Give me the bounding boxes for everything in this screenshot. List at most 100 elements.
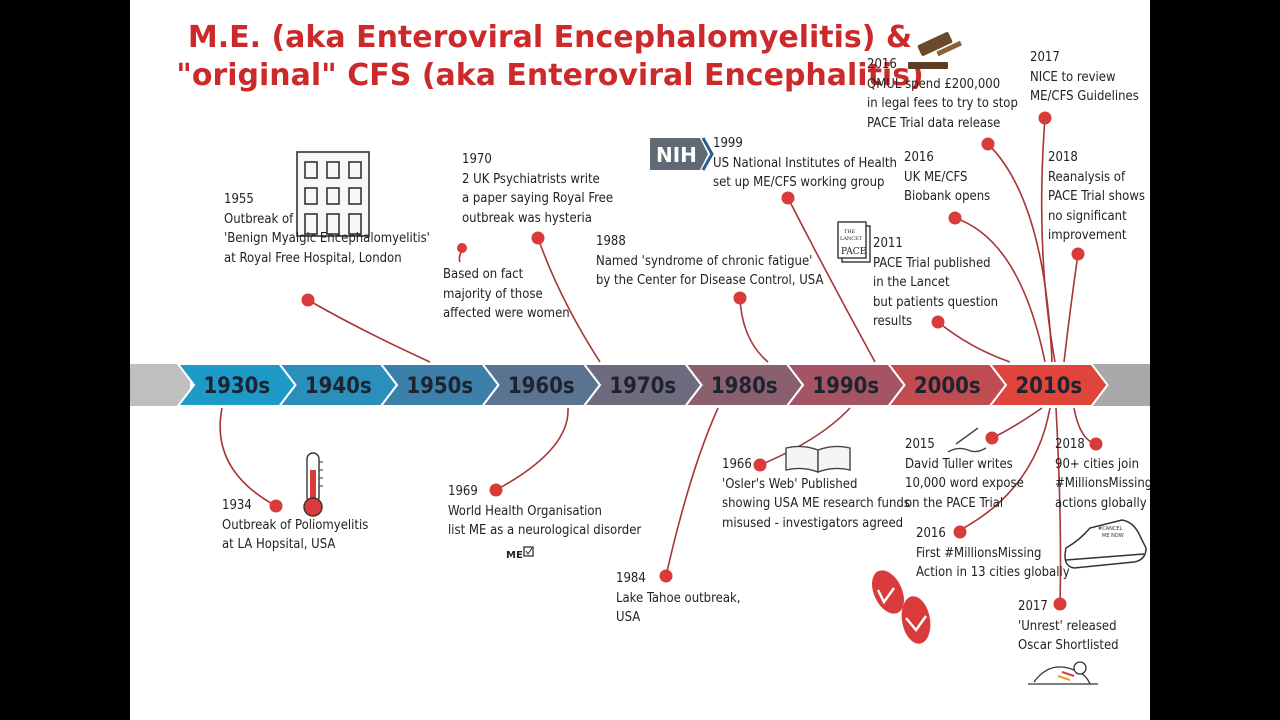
svg-text:ME: ME [506, 550, 523, 561]
event-year: 2016 [916, 526, 946, 541]
connector-2017-nice [1040, 117, 1056, 363]
event-2018-reanalysis: 2018 Reanalysis of PACE Trial shows no sign… [1048, 148, 1145, 246]
event-text-line: David Tuller writes [905, 456, 1013, 472]
event-text-line: 2 UK Psychiatrists write [462, 171, 600, 187]
event-1999: 1999 US National Institutes of Health set … [713, 134, 897, 193]
title-line-1: M.E. (aka Enteroviral Encephalomyelitis)… [187, 20, 913, 55]
svg-text:PACE: PACE [841, 247, 866, 257]
dot-2018-reanalysis [1071, 247, 1085, 261]
event-text-line: by the Center for Disease Control, USA [596, 273, 824, 288]
event-year: 2018 [1048, 150, 1078, 165]
event-text-line: a paper saying Royal Free [462, 191, 614, 206]
decade-label-1980s: 1980s [711, 374, 778, 399]
event-2015: 2015 David Tuller writes 10,000 word expos… [905, 435, 1024, 513]
event-text-line: ME/CFS Guidelines [1030, 89, 1139, 104]
dot-2016-qmul [981, 137, 995, 151]
event-year: 2017 [1030, 50, 1060, 65]
svg-text:THE: THE [844, 229, 856, 235]
event-text-line: Lake Tahoe outbreak, [616, 590, 741, 606]
connector-1969 [495, 407, 569, 491]
connector-2017-unrest [1055, 407, 1062, 605]
title-line-2: "original" CFS (aka Enteroviral Encephal… [176, 58, 924, 93]
event-text-line: affected were women [443, 306, 570, 321]
event-text-line: 'Osler's Web' Published [722, 476, 858, 492]
event-text-line: 'Unrest' released [1018, 618, 1117, 634]
event-1970-note: Based on fact majority of those affected w… [443, 265, 570, 324]
event-text-line: misused - investigators agreed [722, 515, 904, 531]
event-year: 1970 [462, 152, 492, 167]
connector-1970 [537, 237, 601, 363]
dot-1969 [489, 483, 503, 497]
dot-2017-nice [1038, 111, 1052, 125]
connector-1966 [759, 407, 851, 466]
timeline-graphic: 1930s 1940s 1950s 1960s 1970s 1980s 1990s 2000s… [130, 32, 1150, 685]
event-text-line: QMUL spend £200,000 [867, 76, 1001, 92]
dot-1934 [269, 499, 283, 513]
dot-2018-cities [1089, 437, 1103, 451]
decade-label-1960s: 1960s [508, 374, 575, 399]
event-year: 1969 [448, 484, 478, 499]
event-1934: 1934 Outbreak of Poliomyelitis at LA Hopsi… [222, 496, 368, 555]
event-year: 1984 [616, 571, 646, 586]
connector-1984 [665, 407, 719, 577]
event-text-line: USA [616, 610, 641, 625]
event-year: 2018 [1055, 437, 1085, 452]
event-year: 2016 [867, 57, 897, 72]
event-text-line: Named 'syndrome of chronic fatigue' [596, 253, 813, 269]
building-icon [296, 151, 370, 237]
decade-label-1940s: 1940s [305, 374, 372, 399]
connector-1934 [219, 407, 277, 507]
dot-2011 [931, 315, 945, 329]
event-text-line: showing USA ME research funds [722, 496, 910, 511]
event-text-line: PACE Trial published [873, 255, 991, 271]
svg-text:LANCET: LANCET [840, 236, 863, 242]
event-text-line: but patients question [873, 294, 999, 310]
event-text-line: Biobank opens [904, 189, 991, 204]
svg-text:ME NOW: ME NOW [1102, 533, 1124, 539]
timeline-track: 1930s 1940s 1950s 1960s 1970s 1980s 1990s 2000s… [130, 363, 1150, 407]
thermometer-icon [303, 452, 323, 517]
event-year: 1988 [596, 234, 626, 249]
nih-logo-text: NIH [656, 143, 697, 167]
event-text-line: results [873, 314, 913, 329]
connector-2018-reanalysis [1063, 253, 1079, 363]
event-text-line: Outbreak of Poliomyelitis [222, 517, 369, 533]
event-text-line: at LA Hopsital, USA [222, 537, 336, 552]
decade-label-2010s: 2010s [1015, 374, 1082, 399]
timeline-slide: M.E. (aka Enteroviral Encephalomyelitis)… [130, 0, 1150, 720]
event-2017-unrest: 2017 'Unrest' released Oscar Shortlisted [1018, 597, 1119, 656]
lancet-journal-icon: THE LANCET PACE [837, 221, 871, 263]
event-year: 2015 [905, 437, 935, 452]
event-year: 1966 [722, 457, 752, 472]
event-text-line: Outbreak of [224, 211, 294, 227]
event-2016-missing: 2016 First #MillionsMissing Action in 13 c… [916, 524, 1070, 583]
event-year: 1999 [713, 136, 743, 151]
me-box-icon: ME [506, 546, 534, 561]
event-text-line: in legal fees to try to stop [867, 96, 1018, 111]
event-text-line: NICE to review [1030, 69, 1116, 85]
event-text-line: US National Institutes of Health [713, 155, 897, 171]
decade-label-1970s: 1970s [609, 374, 676, 399]
connector-2016-biobank [954, 217, 1046, 363]
connector-2015 [991, 407, 1043, 439]
pen-icon [947, 427, 987, 453]
dot-1984 [659, 569, 673, 583]
dot-1988 [733, 291, 747, 305]
dot-1955 [301, 293, 315, 307]
event-text-line: First #MillionsMissing [916, 545, 1042, 561]
event-text-line: 'Benign Myalgic Encephalomyelitis' [224, 231, 430, 246]
event-2016-biobank: 2016 UK ME/CFS Biobank opens [904, 148, 990, 207]
event-text-line: set up ME/CFS working group [713, 175, 885, 190]
reclining-person-icon [1028, 661, 1098, 685]
event-year: 1934 [222, 498, 252, 513]
dot-1966 [753, 458, 767, 472]
dot-1970 [531, 231, 545, 245]
dot-1999 [781, 191, 795, 205]
event-text-line: Action in 13 cities globally [916, 565, 1070, 580]
book-icon [785, 445, 851, 474]
event-2011: 2011 PACE Trial published in the Lancet but… [873, 234, 998, 332]
event-1969: 1969 World Health Organisation list ME as … [448, 482, 641, 541]
track-left-cap [130, 364, 190, 406]
event-text-line: World Health Organisation [448, 503, 602, 519]
